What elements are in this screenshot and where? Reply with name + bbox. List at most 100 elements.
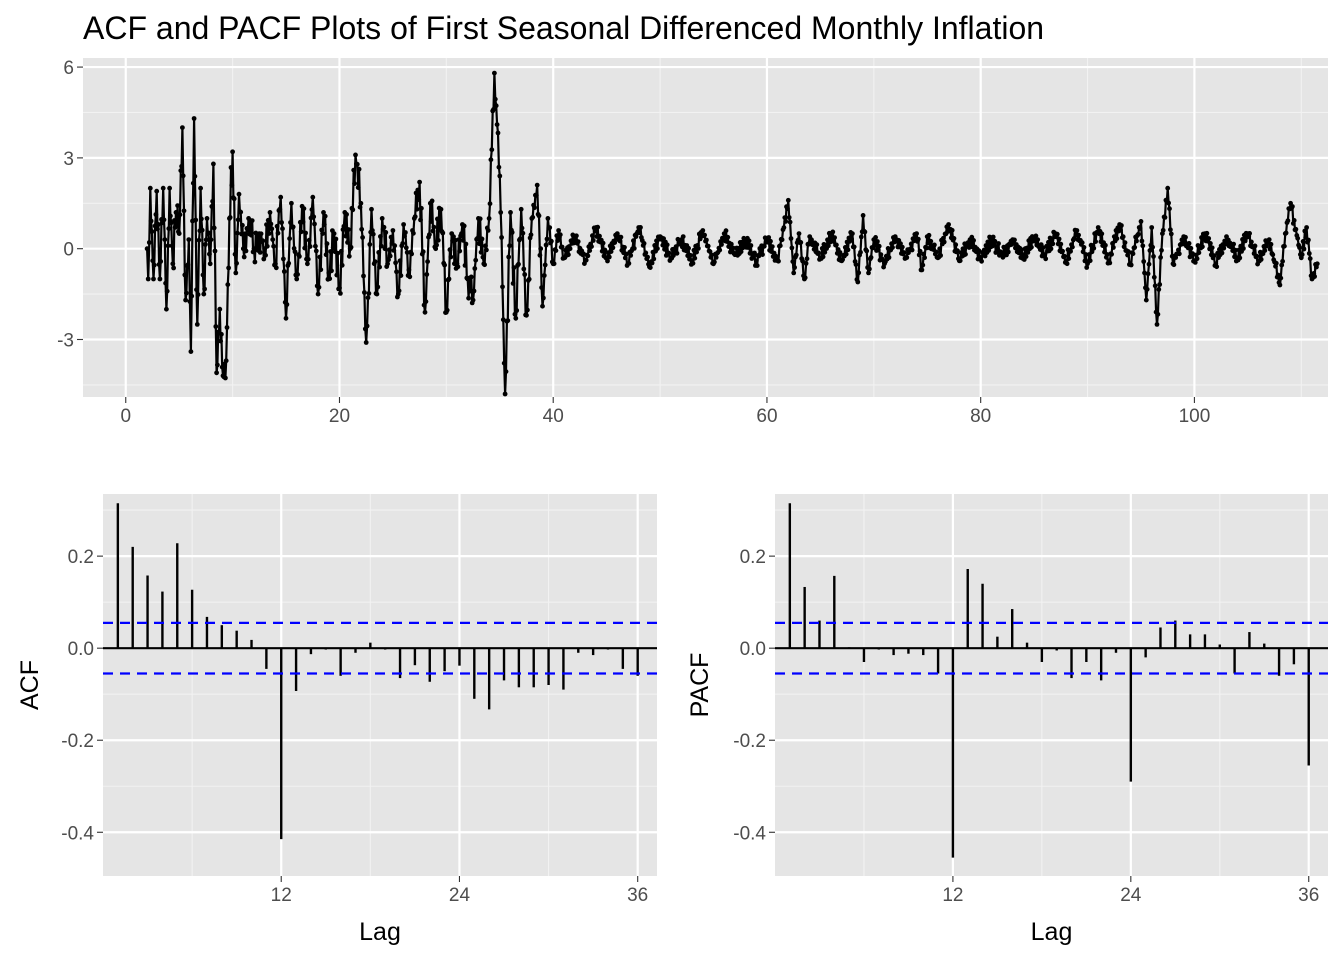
data-point — [183, 297, 189, 303]
data-point — [273, 261, 278, 267]
data-point — [1033, 233, 1039, 239]
data-point — [312, 221, 317, 227]
data-point — [420, 249, 426, 255]
data-point — [542, 262, 548, 268]
data-point — [446, 276, 452, 282]
data-point — [553, 248, 559, 254]
data-point — [983, 243, 989, 248]
data-point — [497, 173, 503, 179]
data-point — [878, 252, 884, 257]
data-point — [270, 237, 276, 243]
data-point — [832, 235, 837, 241]
data-point — [211, 161, 216, 167]
data-point — [804, 256, 810, 262]
data-point — [557, 232, 563, 238]
data-point — [155, 222, 161, 227]
data-point — [1155, 311, 1161, 317]
data-point — [1040, 245, 1046, 251]
data-point — [1268, 241, 1274, 247]
data-point — [1130, 251, 1136, 257]
data-point — [427, 232, 432, 238]
data-point — [739, 239, 745, 245]
data-point — [331, 231, 337, 237]
data-point — [541, 273, 547, 278]
data-point — [392, 243, 398, 249]
data-point — [779, 237, 785, 243]
data-point — [252, 259, 258, 265]
data-point — [612, 240, 618, 246]
data-point — [949, 227, 955, 233]
data-point — [1084, 265, 1090, 270]
data-point — [1035, 237, 1041, 243]
data-point — [461, 223, 467, 229]
data-point — [455, 264, 461, 270]
data-point — [1208, 241, 1213, 246]
data-point — [475, 235, 480, 241]
data-point — [144, 246, 150, 252]
data-point — [1231, 241, 1236, 247]
data-point — [1190, 251, 1195, 256]
data-point — [472, 266, 478, 271]
data-point — [753, 258, 759, 264]
data-point — [761, 243, 767, 249]
data-point — [416, 197, 422, 203]
data-point — [1122, 240, 1128, 246]
data-point — [783, 219, 789, 224]
data-point — [500, 284, 505, 290]
data-point — [206, 230, 212, 236]
data-point — [1290, 204, 1295, 209]
data-point — [378, 243, 384, 249]
data-point — [352, 181, 357, 187]
data-point — [1066, 256, 1072, 261]
data-point — [232, 251, 238, 257]
data-point — [566, 252, 571, 258]
data-point — [955, 248, 960, 254]
data-point — [300, 219, 306, 225]
data-point — [422, 309, 428, 315]
data-point — [1283, 230, 1289, 236]
data-point — [440, 230, 446, 236]
data-point — [868, 255, 874, 260]
data-point — [1029, 244, 1034, 250]
data-point — [224, 325, 230, 330]
data-point — [283, 315, 289, 321]
acf-panel: 12 24 36 -0.4 -0.2 0.0 0.2 Lag ACF — [16, 494, 657, 946]
data-point — [850, 231, 855, 237]
data-point — [357, 204, 363, 210]
data-point — [404, 250, 410, 255]
data-point — [1209, 245, 1215, 251]
data-point — [1128, 262, 1134, 268]
data-point — [230, 149, 236, 155]
data-point — [1254, 253, 1260, 259]
data-point — [264, 243, 270, 249]
data-point — [498, 210, 504, 215]
data-point — [174, 223, 180, 229]
data-point — [390, 228, 396, 233]
data-point — [468, 274, 474, 280]
data-point — [655, 246, 660, 252]
data-point — [1299, 252, 1305, 257]
data-point — [990, 234, 996, 240]
data-point — [1144, 286, 1150, 292]
data-point — [161, 217, 167, 223]
data-point — [275, 230, 281, 236]
chart-title: ACF and PACF Plots of First Seasonal Dif… — [83, 10, 1044, 46]
data-point — [583, 257, 589, 263]
panel-background — [775, 494, 1328, 876]
data-point — [363, 340, 369, 345]
x-axis-label: Lag — [359, 918, 401, 946]
data-point — [482, 262, 487, 268]
data-point — [631, 238, 636, 244]
data-point — [477, 216, 483, 222]
data-point — [914, 231, 919, 237]
data-point — [385, 261, 390, 267]
data-point — [486, 216, 492, 221]
data-point — [496, 164, 502, 170]
data-point — [1279, 262, 1285, 268]
data-point — [957, 258, 963, 264]
data-point — [1264, 243, 1269, 249]
data-point — [508, 210, 513, 215]
y-tick-label: 0.2 — [740, 547, 766, 568]
data-point — [1168, 231, 1174, 237]
y-tick-label: -0.4 — [61, 823, 94, 844]
